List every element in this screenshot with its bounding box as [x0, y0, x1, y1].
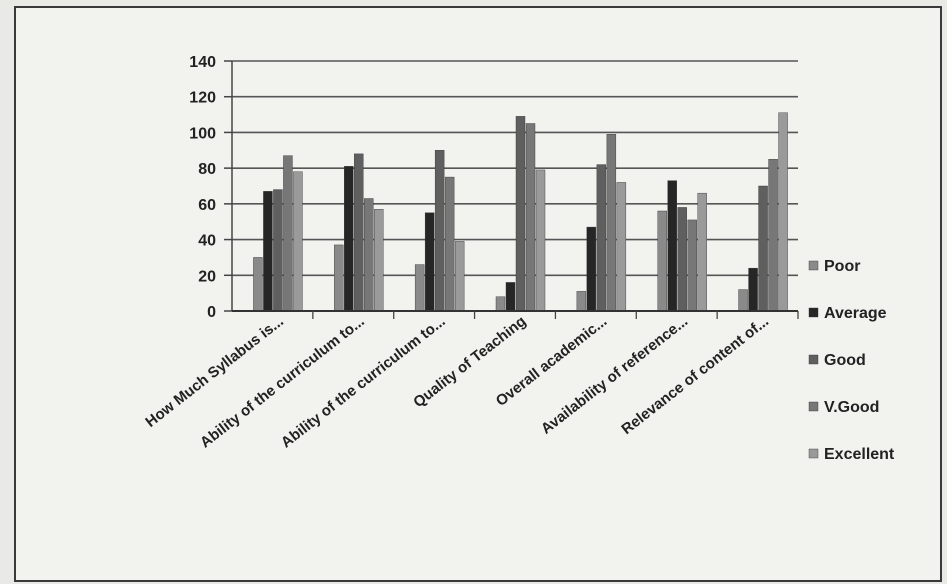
legend: Poor Average Good V.Good Excellent: [808, 258, 895, 463]
gridlines: [232, 60, 798, 312]
bar: [657, 210, 667, 312]
y-tick-label: 40: [198, 233, 216, 250]
bar: [253, 257, 263, 312]
bar: [414, 264, 425, 312]
bar: [778, 112, 788, 312]
bar: [667, 180, 677, 312]
x-tick-label: Ability of the curriculum to...: [197, 313, 368, 452]
legend-label: V.Good: [824, 399, 879, 416]
y-tick-label: 120: [189, 90, 216, 107]
bar: [768, 159, 778, 312]
bar: [495, 296, 506, 312]
bar: [586, 226, 597, 312]
y-tick-label: 80: [198, 161, 216, 178]
bar: [515, 116, 526, 312]
legend-label: Excellent: [824, 446, 895, 463]
bar: [758, 185, 768, 312]
bar: [283, 155, 293, 312]
legend-label: Good: [824, 352, 866, 369]
legend-swatch: [808, 260, 819, 271]
bar: [354, 153, 364, 312]
bar: [444, 176, 455, 312]
bar: [535, 169, 546, 312]
y-tick-label: 0: [207, 304, 216, 321]
bar: [748, 267, 758, 312]
legend-swatch: [808, 354, 819, 365]
x-tick-label: How Much Syllabus is...: [142, 313, 286, 431]
bar: [606, 134, 617, 312]
bar: [374, 209, 384, 312]
legend-swatch: [808, 401, 819, 412]
x-axis: [231, 61, 799, 319]
bar: [525, 123, 536, 312]
y-axis-ticks: 0 20 40 60 80 100 120 140: [189, 54, 232, 321]
bar: [576, 291, 587, 312]
bar: [697, 192, 707, 312]
bar: [616, 182, 627, 312]
y-tick-label: 60: [198, 197, 216, 214]
bar: [505, 282, 516, 312]
bar: [454, 241, 465, 312]
bar: [334, 244, 344, 312]
bar: [364, 198, 374, 312]
y-tick-label: 20: [198, 268, 216, 285]
bar: [263, 191, 273, 312]
legend-swatch: [808, 448, 819, 459]
bar: [344, 166, 354, 312]
legend-swatch: [808, 307, 819, 318]
bar: [424, 212, 435, 312]
x-tick-label: Availability of reference...: [538, 313, 691, 438]
x-tick-label: Relevance of content of...: [618, 313, 772, 438]
legend-label: Average: [824, 305, 887, 322]
x-axis-tick-labels: How Much Syllabus is...Ability of the cu…: [142, 313, 772, 452]
bar: [273, 189, 283, 312]
bar: [687, 219, 697, 312]
bar: [596, 164, 607, 312]
x-tick-label: Ability of the curriculum to...: [278, 313, 449, 452]
bars: [253, 112, 788, 312]
y-tick-label: 140: [189, 54, 216, 71]
legend-label: Poor: [824, 258, 860, 275]
y-tick-label: 100: [189, 125, 216, 142]
bar: [677, 207, 687, 312]
bar: [293, 171, 303, 312]
bar: [738, 289, 748, 312]
bar: [434, 150, 445, 312]
